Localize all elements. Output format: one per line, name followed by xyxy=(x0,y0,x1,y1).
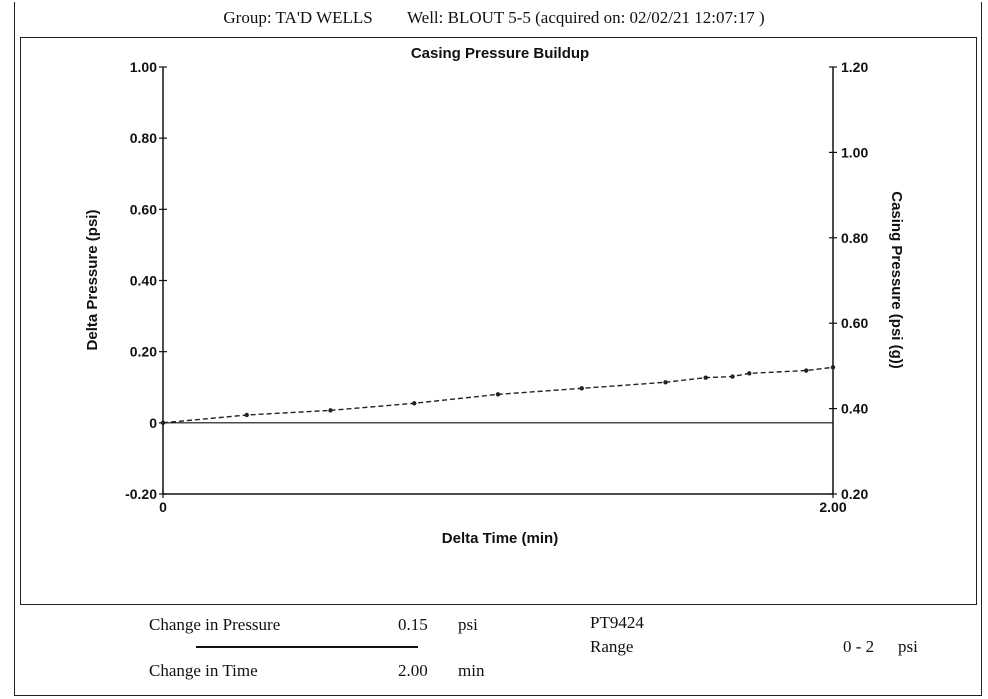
x-axis-label: Delta Time (min) xyxy=(442,530,558,547)
acquired-text: (acquired on: 02/02/21 12:07:17 ) xyxy=(535,8,765,27)
outer-frame xyxy=(14,2,982,696)
data-point xyxy=(663,380,668,385)
sensor-id: PT9424 xyxy=(590,613,644,632)
y-tick-label: 0.60 xyxy=(130,201,157,217)
footer-rule xyxy=(196,646,418,648)
y2-tick-label: 0.60 xyxy=(841,315,868,331)
chart-marks xyxy=(160,365,836,426)
data-point xyxy=(495,392,501,397)
x-tick-label: 2.00 xyxy=(819,499,846,515)
chart-frame xyxy=(20,37,977,605)
time-value: 2.00 xyxy=(398,661,428,680)
chart-ticks: 1.000.800.600.400.200-0.201.201.000.800.… xyxy=(125,59,868,515)
chart-axes xyxy=(162,67,834,495)
header-line: Group: TA'D WELLS Well: BLOUT 5-5 (acqui… xyxy=(0,8,988,28)
well-label: Well: xyxy=(406,8,444,27)
data-point xyxy=(703,375,708,380)
y2-tick-label: 0.80 xyxy=(841,230,868,246)
data-point xyxy=(579,386,584,391)
range-value: 0 - 2 xyxy=(843,637,875,656)
y-tick-label: 0.20 xyxy=(130,344,157,360)
pressure-label: Change in Pressure xyxy=(149,615,281,634)
y-tick-label: 0.80 xyxy=(130,130,157,146)
y2-axis-label: Casing Pressure (psi (g)) xyxy=(888,191,905,369)
y-tick-label: -0.20 xyxy=(125,486,157,502)
data-point xyxy=(747,371,752,376)
y-tick-label: 1.00 xyxy=(130,59,157,75)
time-unit: min xyxy=(458,661,485,680)
data-point xyxy=(730,374,735,379)
y2-tick-label: 0.20 xyxy=(841,486,868,502)
range-unit: psi xyxy=(898,637,918,656)
y2-tick-label: 0.40 xyxy=(841,401,868,417)
data-point xyxy=(412,401,417,406)
data-point xyxy=(160,420,166,426)
group-value: TA'D WELLS xyxy=(275,8,373,27)
series-line xyxy=(162,366,834,424)
y-axis-label: Delta Pressure (psi) xyxy=(84,210,101,351)
data-point xyxy=(244,412,249,418)
y2-tick-label: 1.00 xyxy=(841,144,868,160)
y2-tick-label: 1.20 xyxy=(841,59,868,75)
pressure-value: 0.15 xyxy=(398,615,428,634)
group-label: Group: xyxy=(223,8,272,27)
y-tick-label: 0 xyxy=(149,415,157,431)
x-tick-label: 0 xyxy=(159,499,167,515)
well-value: BLOUT 5-5 xyxy=(447,8,531,27)
y-tick-label: 0.40 xyxy=(130,273,157,289)
chart-title: Casing Pressure Buildup xyxy=(411,45,589,62)
pressure-unit: psi xyxy=(458,615,478,634)
range-label: Range xyxy=(590,637,634,656)
data-point xyxy=(328,408,333,413)
data-point xyxy=(804,368,809,373)
data-point xyxy=(830,365,836,370)
time-label: Change in Time xyxy=(149,661,258,680)
